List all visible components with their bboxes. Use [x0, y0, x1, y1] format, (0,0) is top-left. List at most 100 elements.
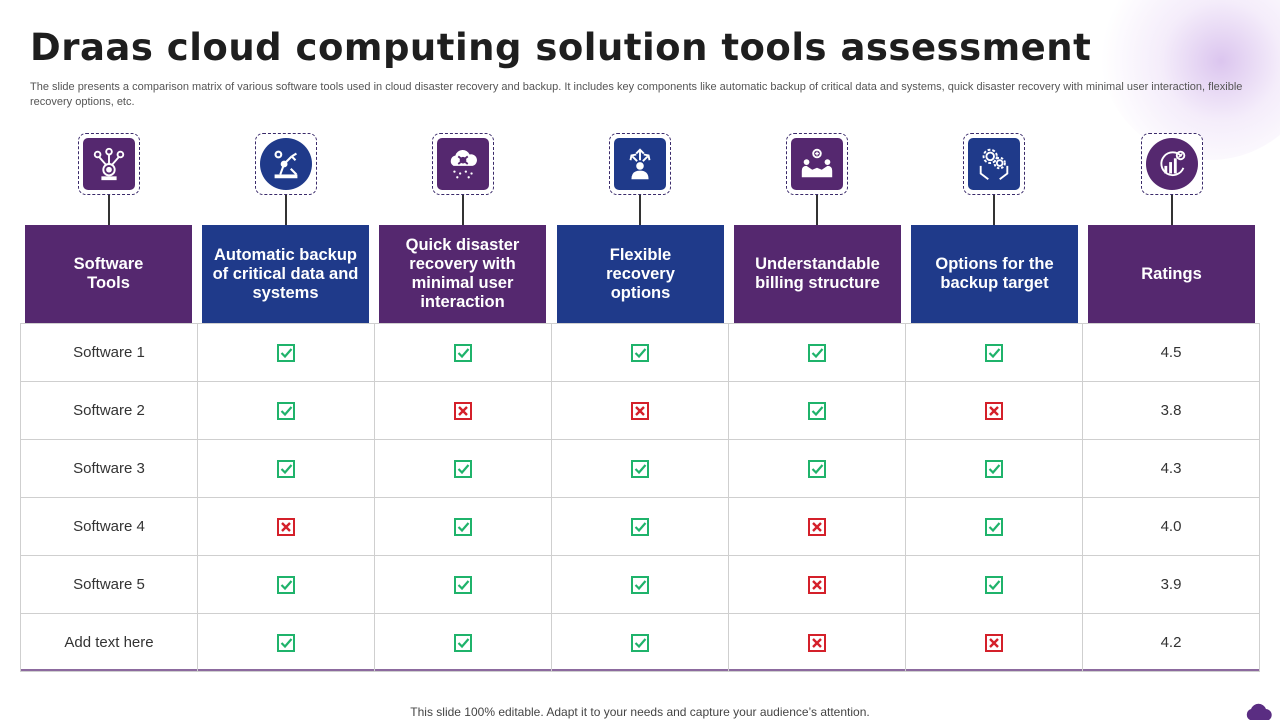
assessment-table: Software 1 4.5 Software 2 3.8 Software 3 4.3 S… [20, 323, 1260, 672]
icon-column-flexible-recovery [609, 133, 671, 225]
cross-cell [551, 381, 729, 440]
check-cell [374, 323, 552, 382]
check-cell [728, 323, 906, 382]
column-header-ratings: Ratings [1088, 225, 1255, 323]
icon-column-ratings [1141, 133, 1203, 225]
cross-cell [728, 613, 906, 672]
icon-column-software-tools [78, 133, 140, 225]
check-icon [454, 459, 472, 478]
check-cell [905, 439, 1083, 498]
check-cell [374, 439, 552, 498]
check-icon [631, 517, 649, 536]
check-icon [808, 343, 826, 362]
software-network-icon [83, 138, 135, 190]
table-row: Software 3 4.3 [20, 439, 1260, 498]
check-cell [197, 555, 375, 614]
icon-column-quick-recovery [432, 133, 494, 225]
check-cell [374, 497, 552, 556]
table-row: Add text here 4.2 [20, 613, 1260, 672]
icon-column-billing [786, 133, 848, 225]
cross-icon [631, 401, 649, 420]
column-header-backup-target: Options for the backup target [911, 225, 1078, 323]
robot-arm-icon [260, 138, 312, 190]
check-icon [631, 459, 649, 478]
check-cell [551, 555, 729, 614]
check-cell [551, 497, 729, 556]
check-cell [197, 323, 375, 382]
cross-cell [905, 613, 1083, 672]
icon-column-automatic-backup [255, 133, 317, 225]
table-row: Software 1 4.5 [20, 323, 1260, 382]
handshake-icon [791, 138, 843, 190]
cross-cell [197, 497, 375, 556]
software-name-cell: Software 5 [20, 555, 198, 614]
check-cell [905, 555, 1083, 614]
cross-icon [454, 401, 472, 420]
check-icon [985, 517, 1003, 536]
rating-cell: 4.3 [1082, 439, 1260, 498]
check-icon [277, 633, 295, 652]
check-icon [277, 575, 295, 594]
software-name-cell: Software 3 [20, 439, 198, 498]
rating-cell: 4.0 [1082, 497, 1260, 556]
check-cell [551, 439, 729, 498]
check-icon [985, 459, 1003, 478]
cross-icon [808, 575, 826, 594]
cross-cell [905, 381, 1083, 440]
column-header-billing: Understandable billing structure [734, 225, 901, 323]
growth-chart-icon [1146, 138, 1198, 190]
cross-cell [728, 497, 906, 556]
cloud-logo-icon [1246, 703, 1272, 720]
rating-cell: 4.5 [1082, 323, 1260, 382]
page-subtitle: The slide presents a comparison matrix o… [30, 81, 1243, 108]
page-title: Draas cloud computing solution tools ass… [30, 26, 1092, 69]
check-cell [374, 613, 552, 672]
column-header-quick-recovery: Quick disaster recovery with minimal use… [379, 225, 546, 323]
check-cell [197, 613, 375, 672]
check-icon [985, 575, 1003, 594]
column-header-software-tools: Software Tools [25, 225, 192, 323]
check-icon [277, 401, 295, 420]
check-cell [728, 439, 906, 498]
table-row: Software 4 4.0 [20, 497, 1260, 556]
check-cell [197, 439, 375, 498]
software-name-cell: Add text here [20, 613, 198, 672]
cross-icon [808, 517, 826, 536]
check-cell [905, 497, 1083, 556]
rating-cell: 3.8 [1082, 381, 1260, 440]
check-icon [454, 343, 472, 362]
check-icon [808, 401, 826, 420]
storm-cloud-icon [437, 138, 489, 190]
cross-icon [985, 633, 1003, 652]
cross-icon [277, 517, 295, 536]
cross-cell [728, 555, 906, 614]
check-icon [454, 517, 472, 536]
rating-cell: 4.2 [1082, 613, 1260, 672]
cross-cell [374, 381, 552, 440]
column-header-automatic-backup: Automatic backup of critical data and sy… [202, 225, 369, 323]
check-icon [808, 459, 826, 478]
footer-note: This slide 100% editable. Adapt it to yo… [410, 705, 870, 719]
rating-cell: 3.9 [1082, 555, 1260, 614]
software-name-cell: Software 1 [20, 323, 198, 382]
check-icon [454, 633, 472, 652]
cross-icon [985, 401, 1003, 420]
software-name-cell: Software 4 [20, 497, 198, 556]
check-cell [551, 323, 729, 382]
check-cell [197, 381, 375, 440]
column-header-flexible-recovery: Flexible recovery options [557, 225, 724, 323]
person-arrows-icon [614, 138, 666, 190]
check-icon [631, 633, 649, 652]
cross-icon [808, 633, 826, 652]
gears-hands-icon [968, 138, 1020, 190]
table-row: Software 5 3.9 [20, 555, 1260, 614]
check-icon [985, 343, 1003, 362]
check-cell [728, 381, 906, 440]
check-icon [454, 575, 472, 594]
check-cell [905, 323, 1083, 382]
check-icon [277, 343, 295, 362]
check-icon [631, 575, 649, 594]
check-cell [374, 555, 552, 614]
check-icon [631, 343, 649, 362]
icon-column-backup-target [963, 133, 1025, 225]
